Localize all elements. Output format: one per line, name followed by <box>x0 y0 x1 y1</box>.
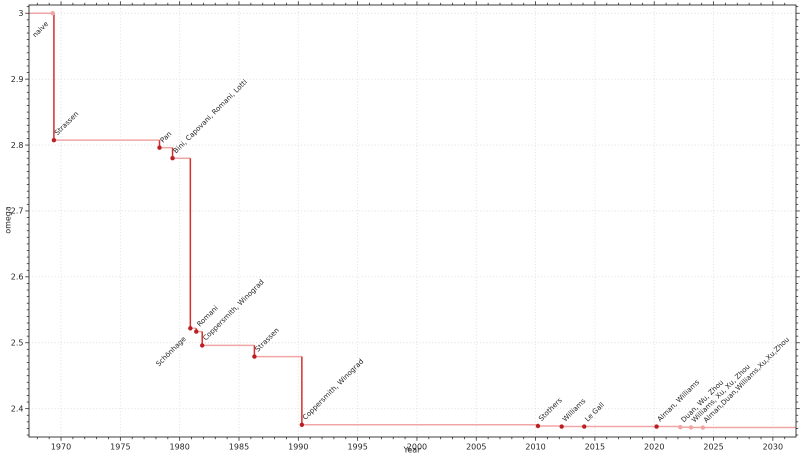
axes-layer: 1970 1975 1980 1985 1990 1995 2000 2005 2010 2015… <box>11 1 800 452</box>
y-axis-title: omega <box>4 206 13 234</box>
data-point-marker <box>654 424 659 429</box>
x-tick-label: 2020 <box>644 443 664 452</box>
data-point-label: Williams <box>561 397 588 424</box>
y-tick-label: 2.9 <box>11 75 24 84</box>
data-point-marker <box>582 424 587 429</box>
x-tick-label: 2015 <box>585 443 605 452</box>
data-point-marker <box>188 326 193 331</box>
data-point-label: Pan <box>159 130 174 145</box>
y-tick-label: 2.5 <box>11 339 24 348</box>
x-tick-label: 1995 <box>347 443 367 452</box>
data-point-label: naive <box>31 20 50 39</box>
grid-layer <box>29 5 796 437</box>
y-tick-label: 2.7 <box>11 207 24 216</box>
x-tick-label: 2010 <box>525 443 545 452</box>
data-point-label: Alman,Duan,Williams,Xu,Xu,Zhou <box>702 336 791 425</box>
marker-layer <box>50 11 706 430</box>
data-point-marker <box>200 343 205 348</box>
y-tick-label: 3 <box>18 9 23 18</box>
data-point-label: Le Gall <box>583 401 606 424</box>
data-point-label: Coppersmith, Winograd <box>301 358 365 422</box>
plot-border <box>28 4 797 438</box>
data-point-marker <box>51 137 57 143</box>
x-tick-label: 2030 <box>763 443 783 452</box>
data-point-marker <box>50 11 55 16</box>
y-tick-label: 2.4 <box>11 404 24 413</box>
data-point-marker <box>535 423 541 429</box>
x-tick-label: 1975 <box>110 443 130 452</box>
x-tick-label: 2005 <box>466 443 486 452</box>
y-tick-label: 2.8 <box>11 141 24 150</box>
data-point-label: Strassen <box>254 326 281 353</box>
data-point-marker <box>559 424 564 429</box>
data-point-label: Bini, Capovani, Romani, Lotti <box>172 78 249 155</box>
x-tick-label: 2000 <box>407 443 427 452</box>
x-tick-label: 2025 <box>703 443 723 452</box>
data-point-marker <box>170 156 175 161</box>
x-tick-label: 1990 <box>288 443 308 452</box>
data-point-marker <box>700 425 706 430</box>
data-point-label: Stothers <box>537 396 564 423</box>
x-axis-title: Year <box>403 446 422 455</box>
data-point-marker <box>157 145 162 150</box>
data-point-marker <box>688 425 694 430</box>
data-point-marker <box>678 424 683 430</box>
data-point-marker <box>299 422 305 428</box>
x-tick-label: 1980 <box>169 443 189 452</box>
data-point-label: Strassen <box>53 110 80 137</box>
step-line-layer <box>29 12 796 429</box>
data-point-label: Schönhage <box>155 335 188 368</box>
y-tick-label: 2.6 <box>11 273 24 282</box>
data-point-marker <box>252 354 257 359</box>
data-point-label: Williams, Xu, Xu, Zhou <box>690 363 752 425</box>
x-tick-label: 1985 <box>229 443 249 452</box>
data-point-marker <box>194 329 199 334</box>
x-tick-label: 1970 <box>51 443 71 452</box>
